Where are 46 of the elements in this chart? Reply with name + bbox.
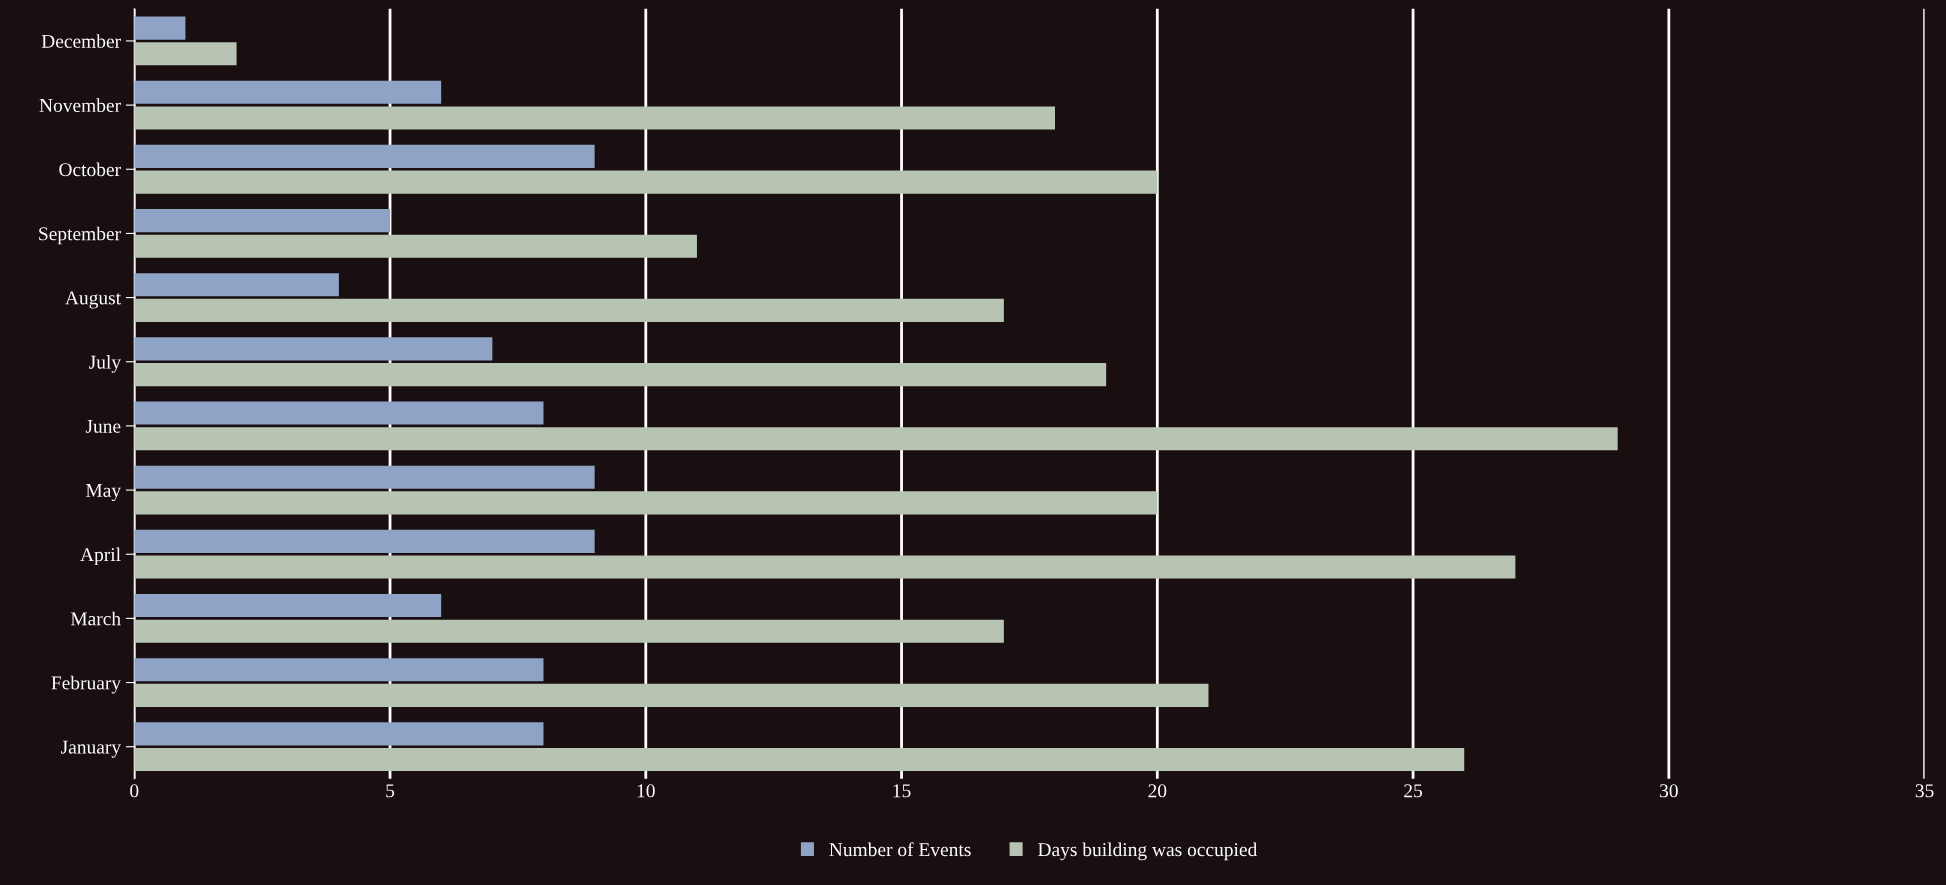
y-tick-label: August bbox=[65, 291, 121, 309]
bar bbox=[134, 683, 1209, 707]
y-tick-label: September bbox=[39, 226, 121, 245]
bar bbox=[134, 748, 1465, 772]
bar bbox=[134, 555, 1516, 579]
legend-label: Days building was occupied bbox=[1038, 842, 1258, 861]
y-tick-label: July bbox=[89, 355, 121, 373]
bar bbox=[134, 209, 391, 233]
x-tick-label: 25 bbox=[1404, 784, 1423, 798]
bar bbox=[134, 144, 595, 168]
bar bbox=[134, 273, 339, 297]
y-tick-label: November bbox=[39, 98, 121, 113]
bar bbox=[134, 106, 1056, 130]
legend-label: Number of Events bbox=[829, 842, 971, 857]
x-tick-label: 10 bbox=[637, 784, 655, 798]
bar bbox=[134, 529, 595, 553]
bar bbox=[134, 658, 544, 682]
x-tick-label: 30 bbox=[1660, 784, 1678, 798]
x-tick-label: 20 bbox=[1148, 784, 1167, 798]
y-tick-label: December bbox=[41, 34, 121, 48]
x-tick-label: 15 bbox=[893, 784, 911, 798]
bar bbox=[134, 594, 442, 618]
y-tick-label: June bbox=[85, 419, 121, 433]
bar bbox=[134, 16, 186, 40]
bar bbox=[134, 401, 544, 425]
bar bbox=[134, 491, 1158, 515]
y-tick-label: February bbox=[51, 675, 121, 694]
bar bbox=[134, 722, 544, 746]
bar bbox=[134, 337, 493, 361]
y-tick-label: October bbox=[59, 162, 121, 177]
bar bbox=[134, 619, 1004, 643]
x-tick-label: 5 bbox=[386, 784, 395, 798]
bar bbox=[134, 298, 1004, 322]
x-tick-label: 0 bbox=[130, 784, 139, 798]
y-tick-label: April bbox=[80, 547, 121, 566]
y-tick-label: January bbox=[61, 740, 121, 758]
x-tick-label: 35 bbox=[1915, 784, 1934, 798]
bar bbox=[134, 427, 1618, 451]
bar bbox=[134, 465, 595, 489]
y-tick-label: May bbox=[85, 484, 121, 501]
bar bbox=[134, 42, 237, 66]
y-tick-label: March bbox=[70, 611, 121, 626]
bar bbox=[134, 170, 1158, 194]
bar bbox=[134, 363, 1107, 387]
bar bbox=[134, 234, 697, 258]
bar bbox=[134, 80, 442, 104]
